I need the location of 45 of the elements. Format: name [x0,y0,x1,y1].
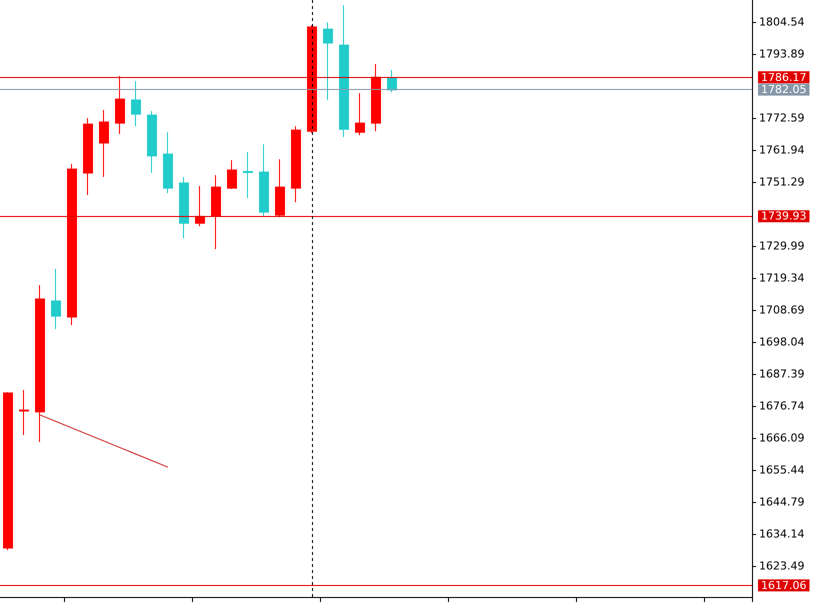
candlestick [243,152,253,198]
y-tick-label: 1772.59 [759,112,804,125]
candlestick [259,144,269,217]
y-tick-label: 1623.49 [759,560,804,573]
candlestick [163,132,173,194]
candlestick [131,80,141,127]
candlestick [323,22,333,101]
y-tick-label: 1761.94 [759,144,804,157]
ref-line-label: 1782.05 [761,83,806,96]
candlestick [387,70,397,93]
candlestick [275,158,285,218]
candlestick [227,160,237,190]
candlestick [307,24,317,134]
y-tick-label: 1729.99 [759,240,804,253]
candlestick [147,110,157,174]
y-tick-label: 1698.04 [759,336,804,349]
candlestick [339,4,349,138]
candlestick [195,185,205,227]
candlestick [51,268,61,330]
candlestick [83,118,93,196]
candlestick [211,174,221,250]
ref-line-label: 1739.93 [761,210,806,223]
y-tick-label: 1634.14 [759,528,804,541]
candlestick [291,126,301,203]
y-tick-label: 1708.69 [759,304,804,317]
candlestick [67,164,77,326]
candlestick [355,92,365,136]
candlestick [19,389,29,436]
candlestick [3,392,13,551]
candlestick [115,76,125,134]
y-tick-label: 1751.29 [759,176,804,189]
y-tick-label: 1804.54 [759,16,804,29]
candlestick [371,63,381,132]
y-tick-label: 1793.89 [759,48,804,61]
y-tick-label: 1719.34 [759,272,804,285]
candlestick [99,109,109,178]
ref-line-label: 1786.17 [761,70,806,84]
ref-line-label: 1617.06 [761,578,806,592]
candlestick [179,176,189,239]
candlestick [35,284,45,442]
y-tick-label: 1666.09 [759,432,804,445]
y-tick-label: 1687.39 [759,368,804,381]
y-tick-label: 1644.79 [759,496,804,509]
y-tick-label: 1655.44 [759,464,804,477]
y-tick-label: 1676.74 [759,400,804,413]
